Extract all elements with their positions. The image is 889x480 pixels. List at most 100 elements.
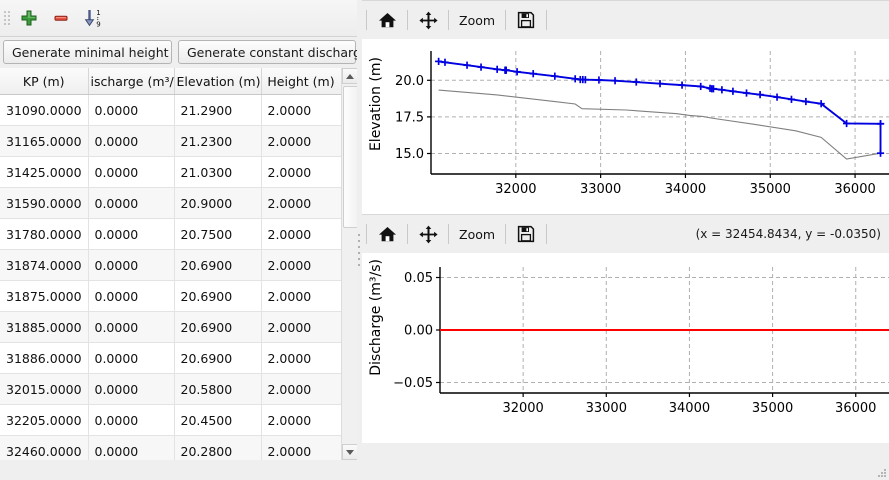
svg-text:9: 9 <box>96 20 100 28</box>
cell-discharge[interactable]: 0.0000 <box>88 218 175 250</box>
add-row-icon[interactable] <box>13 3 45 33</box>
cell-height[interactable]: 2.0000 <box>261 280 342 312</box>
elevation-chart[interactable]: Elevation (m) 32000 33000 34000 35000 36000 1… <box>362 39 889 214</box>
table-row[interactable]: 31165.0000 0.0000 21.2300 2.0000 <box>0 125 342 157</box>
cell-discharge[interactable]: 0.0000 <box>88 280 175 312</box>
home-icon[interactable] <box>371 219 403 249</box>
cell-elevation[interactable]: 20.4500 <box>174 404 262 436</box>
table-row[interactable]: 31875.0000 0.0000 20.6900 2.0000 <box>0 280 342 312</box>
cell-height[interactable]: 2.0000 <box>261 125 342 157</box>
table-row[interactable]: 32205.0000 0.0000 20.4500 2.0000 <box>0 404 342 436</box>
sort-ascending-icon[interactable]: 1 9 <box>77 3 113 33</box>
cell-discharge[interactable]: 0.0000 <box>88 125 175 157</box>
data-table: KP (m) ischarge (m³/s Elevation (m) Heig… <box>0 68 342 460</box>
cell-height[interactable]: 2.0000 <box>261 404 342 436</box>
svg-text:32000: 32000 <box>495 182 536 197</box>
cell-elevation[interactable]: 20.6900 <box>174 249 262 281</box>
save-floppy-icon[interactable] <box>510 5 542 35</box>
toolbar-drag-handle[interactable] <box>3 7 13 29</box>
scroll-down-arrow-icon[interactable] <box>342 444 358 460</box>
coordinate-readout-bottom: (x = 32454.8434, y = -0.0350) <box>695 227 881 241</box>
cell-discharge[interactable]: 0.0000 <box>88 94 175 126</box>
cell-kp[interactable]: 31886.0000 <box>0 342 89 374</box>
cell-discharge[interactable]: 0.0000 <box>88 156 175 188</box>
generate-minimal-height-button[interactable]: Generate minimal height <box>3 40 172 64</box>
panel-splitter[interactable] <box>357 0 362 480</box>
table-toolbar: 1 9 <box>0 0 358 37</box>
svg-text:33000: 33000 <box>580 182 621 197</box>
cell-discharge[interactable]: 0.0000 <box>88 187 175 219</box>
cell-elevation[interactable]: 20.6900 <box>174 280 262 312</box>
scroll-up-arrow-icon[interactable] <box>342 68 358 84</box>
svg-text:35000: 35000 <box>750 182 791 197</box>
cell-kp[interactable]: 31425.0000 <box>0 156 89 188</box>
cell-height[interactable]: 2.0000 <box>261 249 342 281</box>
discharge-chart[interactable]: Discharge (m³/s) 32000 33000 34000 35000 360… <box>362 253 889 443</box>
cell-kp[interactable]: 31780.0000 <box>0 218 89 250</box>
table-row[interactable]: 31425.0000 0.0000 21.0300 2.0000 <box>0 156 342 188</box>
cell-kp[interactable]: 31874.0000 <box>0 249 89 281</box>
cell-height[interactable]: 2.0000 <box>261 218 342 250</box>
window-size-grip[interactable] <box>876 467 888 479</box>
svg-text:33000: 33000 <box>586 401 627 416</box>
table-row[interactable]: 32015.0000 0.0000 20.5800 2.0000 <box>0 373 342 405</box>
column-header-height[interactable]: Height (m) <box>261 68 342 95</box>
elevation-plot-toolbar: Zoom <box>362 0 889 39</box>
cell-elevation[interactable]: 21.2300 <box>174 125 262 157</box>
cell-elevation[interactable]: 21.0300 <box>174 156 262 188</box>
column-header-kp[interactable]: KP (m) <box>0 68 89 95</box>
zoom-button[interactable]: Zoom <box>459 12 496 28</box>
table-row[interactable]: 31885.0000 0.0000 20.6900 2.0000 <box>0 311 342 343</box>
cell-height[interactable]: 2.0000 <box>261 342 342 374</box>
save-floppy-icon[interactable] <box>510 219 542 249</box>
cell-height[interactable]: 2.0000 <box>261 435 342 460</box>
home-icon[interactable] <box>371 5 403 35</box>
cell-kp[interactable]: 32460.0000 <box>0 435 89 460</box>
table-row[interactable]: 31090.0000 0.0000 21.2900 2.0000 <box>0 94 342 126</box>
cell-height[interactable]: 2.0000 <box>261 373 342 405</box>
column-header-discharge[interactable]: ischarge (m³/s <box>88 68 175 95</box>
table-row[interactable]: 31874.0000 0.0000 20.6900 2.0000 <box>0 249 342 281</box>
cell-kp[interactable]: 32205.0000 <box>0 404 89 436</box>
column-header-elevation[interactable]: Elevation (m) <box>174 68 262 95</box>
svg-text:15.0: 15.0 <box>395 147 424 162</box>
cell-kp[interactable]: 31165.0000 <box>0 125 89 157</box>
cell-height[interactable]: 2.0000 <box>261 187 342 219</box>
cell-height[interactable]: 2.0000 <box>261 156 342 188</box>
cell-kp[interactable]: 31090.0000 <box>0 94 89 126</box>
cell-discharge[interactable]: 0.0000 <box>88 342 175 374</box>
elevation-axis-label: Elevation (m) <box>368 57 384 152</box>
cell-elevation[interactable]: 21.2900 <box>174 94 262 126</box>
cell-elevation[interactable]: 20.6900 <box>174 311 262 343</box>
cell-discharge[interactable]: 0.0000 <box>88 435 175 460</box>
svg-text:36000: 36000 <box>835 401 876 416</box>
cell-kp[interactable]: 31885.0000 <box>0 311 89 343</box>
cell-discharge[interactable]: 0.0000 <box>88 404 175 436</box>
cell-kp[interactable]: 31875.0000 <box>0 280 89 312</box>
cell-kp[interactable]: 32015.0000 <box>0 373 89 405</box>
cell-elevation[interactable]: 20.6900 <box>174 342 262 374</box>
data-table-container[interactable]: KP (m) ischarge (m³/s Elevation (m) Heig… <box>0 68 358 460</box>
remove-row-icon[interactable] <box>45 3 77 33</box>
svg-text:0.05: 0.05 <box>404 271 433 286</box>
zoom-button[interactable]: Zoom <box>459 226 496 242</box>
generate-constant-discharge-button[interactable]: Generate constant discharge <box>178 40 369 64</box>
pan-move-icon[interactable] <box>412 5 444 35</box>
cell-discharge[interactable]: 0.0000 <box>88 311 175 343</box>
cell-height[interactable]: 2.0000 <box>261 94 342 126</box>
cell-discharge[interactable]: 0.0000 <box>88 373 175 405</box>
cell-height[interactable]: 2.0000 <box>261 311 342 343</box>
table-row[interactable]: 32460.0000 0.0000 20.2800 2.0000 <box>0 435 342 460</box>
cell-elevation[interactable]: 20.5800 <box>174 373 262 405</box>
cell-elevation[interactable]: 20.2800 <box>174 435 262 460</box>
table-row[interactable]: 31780.0000 0.0000 20.7500 2.0000 <box>0 218 342 250</box>
pan-move-icon[interactable] <box>412 219 444 249</box>
cell-elevation[interactable]: 20.9000 <box>174 187 262 219</box>
cell-discharge[interactable]: 0.0000 <box>88 249 175 281</box>
table-row[interactable]: 31590.0000 0.0000 20.9000 2.0000 <box>0 187 342 219</box>
cell-elevation[interactable]: 20.7500 <box>174 218 262 250</box>
cell-kp[interactable]: 31590.0000 <box>0 187 89 219</box>
table-vertical-scrollbar[interactable] <box>341 68 359 460</box>
table-row[interactable]: 31886.0000 0.0000 20.6900 2.0000 <box>0 342 342 374</box>
